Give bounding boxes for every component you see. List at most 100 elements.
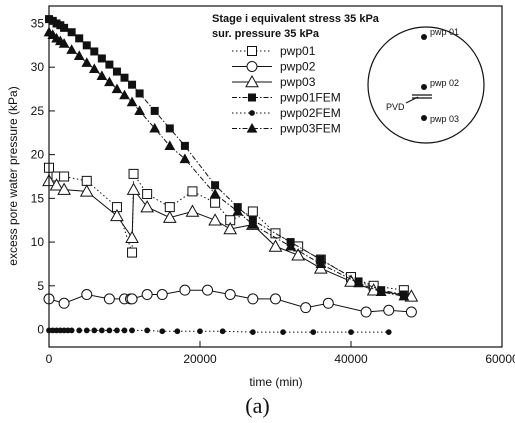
legend-label-pwp03FEM: pwp03FEM — [280, 122, 341, 136]
y-tick-label: 35 — [31, 16, 45, 30]
data-point-pwp01FEM — [60, 23, 69, 32]
inset-point-pwp01 — [421, 34, 427, 40]
data-point-pwp03FEM — [58, 38, 70, 48]
data-point-pwp03FEM — [247, 219, 259, 229]
data-point-pwp03FEM — [104, 76, 115, 87]
data-point-pwp02FEM — [144, 327, 151, 334]
data-point-pwp02FEM — [159, 328, 166, 335]
x-axis-label: time (min) — [249, 375, 302, 389]
data-point-pwp02FEM — [83, 327, 90, 334]
data-point-pwp03FEM — [375, 286, 387, 297]
legend-marker-pwp03FEM — [246, 122, 258, 133]
inset-point-pwp03 — [421, 115, 427, 121]
data-point-pwp02 — [202, 284, 214, 296]
data-point-pwp02FEM — [385, 329, 392, 336]
y-tick-label: 0 — [37, 323, 44, 337]
data-point-pwp02FEM — [114, 327, 120, 334]
data-point-pwp01FEM — [112, 67, 121, 76]
data-point-pwp03 — [344, 274, 358, 287]
data-point-pwp01FEM — [211, 181, 220, 190]
data-point-pwp01 — [142, 188, 153, 199]
data-point-pwp03FEM — [119, 89, 130, 100]
data-point-pwp01FEM — [82, 41, 91, 50]
data-point-pwp02 — [156, 289, 168, 301]
data-point-pwp01 — [187, 186, 198, 197]
data-point-pwp03 — [79, 184, 94, 197]
data-point-pwp01 — [59, 171, 70, 182]
inset-pvd-pointer — [405, 96, 419, 104]
data-point-pwp03FEM — [353, 277, 364, 288]
data-point-pwp03 — [110, 208, 124, 222]
legend-marker-pwp01FEM — [248, 93, 256, 102]
figure-caption: (a) — [245, 393, 270, 418]
data-point-pwp01FEM — [90, 47, 99, 56]
data-point-pwp02FEM — [91, 327, 98, 334]
y-tick-label: 5 — [37, 279, 44, 293]
data-point-pwp03FEM — [134, 105, 145, 116]
inset-label-pwp03: pwp 03 — [430, 114, 459, 124]
x-tick-label: 20000 — [183, 352, 217, 366]
data-point-pwp03FEM — [398, 290, 410, 301]
data-point-pwp02 — [360, 306, 372, 318]
data-point-pwp02 — [81, 289, 93, 301]
legend-marker-pwp02FEM — [249, 110, 255, 116]
inset-diagram: pwp 01 pwp 02 PVD pwp 03 — [367, 26, 485, 144]
data-point-pwp03FEM — [111, 83, 123, 94]
data-point-pwp01 — [270, 228, 281, 239]
legend-label-pwp03: pwp03 — [280, 75, 316, 89]
data-point-pwp02 — [270, 293, 281, 305]
data-point-pwp01FEM — [105, 60, 114, 69]
data-point-pwp02 — [247, 293, 259, 305]
legend-label-pwp01: pwp01 — [280, 44, 316, 58]
data-point-pwp03 — [404, 289, 419, 302]
inset-point-pwp02 — [421, 84, 427, 90]
data-point-pwp02FEM — [348, 329, 354, 336]
legend-marker-pwp03 — [245, 74, 259, 88]
data-point-pwp03FEM — [73, 50, 85, 60]
data-point-pwp02FEM — [106, 327, 113, 334]
x-tick-label: 0 — [46, 352, 53, 366]
y-tick-label: 25 — [31, 104, 45, 118]
data-point-pwp01FEM — [75, 34, 84, 43]
plot-frame — [48, 5, 503, 348]
data-point-pwp02FEM — [98, 327, 105, 334]
data-point-pwp02 — [58, 297, 70, 309]
legend-label-pwp01FEM: pwp01FEM — [280, 91, 341, 105]
series-pwp01FEM — [45, 15, 408, 299]
data-point-pwp02 — [141, 289, 153, 301]
data-point-pwp03FEM — [232, 205, 244, 216]
data-point-pwp02 — [224, 289, 236, 301]
data-point-pwp02FEM — [280, 329, 286, 336]
data-point-pwp03 — [223, 221, 238, 235]
data-point-pwp02FEM — [197, 328, 203, 335]
data-point-pwp01FEM — [135, 89, 144, 98]
data-point-pwp03 — [291, 248, 305, 261]
data-point-pwp01FEM — [120, 73, 129, 82]
data-point-pwp03FEM — [96, 70, 108, 81]
legend-marker-pwp02 — [246, 61, 258, 72]
series-pwp02 — [43, 284, 417, 318]
data-point-pwp01 — [127, 247, 138, 258]
data-point-pwp02FEM — [310, 329, 317, 336]
data-point-pwp01FEM — [128, 80, 137, 89]
data-point-pwp02FEM — [121, 327, 128, 334]
series-pwp03FEM — [43, 26, 410, 301]
legend-label-pwp02FEM: pwp02FEM — [280, 106, 341, 120]
inset-circle — [367, 26, 485, 144]
data-point-pwp03 — [126, 182, 141, 195]
data-point-pwp03 — [140, 200, 154, 213]
data-point-pwp02FEM — [249, 329, 256, 336]
series-line-pwp03FEM — [48, 31, 404, 297]
y-tick-label: 20 — [31, 148, 45, 162]
data-point-pwp03 — [208, 213, 222, 226]
data-point-pwp03 — [162, 210, 177, 223]
data-point-pwp03FEM — [149, 122, 161, 133]
data-point-pwp02 — [383, 304, 395, 316]
legend-marker-pwp01 — [247, 46, 257, 56]
data-point-pwp03FEM — [179, 153, 191, 164]
data-point-pwp03FEM — [285, 240, 296, 251]
data-point-pwp01FEM — [165, 124, 174, 133]
data-point-pwp03FEM — [315, 258, 327, 269]
